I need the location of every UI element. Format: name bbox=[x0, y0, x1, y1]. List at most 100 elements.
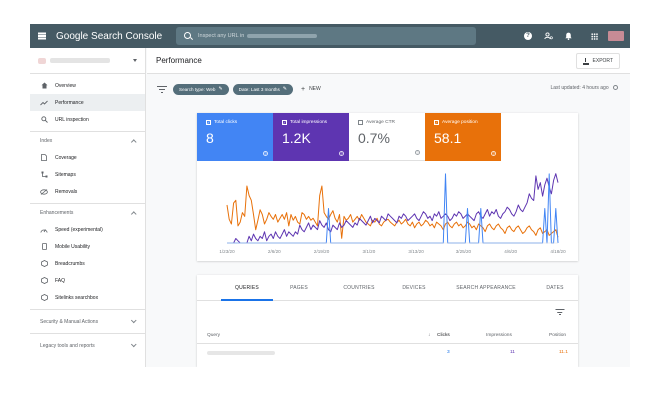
top-right-actions: ? bbox=[518, 24, 630, 48]
cell-position: 11.1 bbox=[559, 350, 568, 355]
app-title[interactable]: Google Search Console bbox=[56, 30, 163, 42]
dropdown-caret-icon bbox=[133, 59, 137, 62]
last-updated-label: Last updated: 4 hours ago bbox=[550, 85, 609, 91]
sidebar-item-sitelinks-searchbox[interactable]: Sitelinks searchbox bbox=[30, 289, 145, 306]
page-header: Performance EXPORT bbox=[147, 48, 630, 74]
section-header-enhancements[interactable]: Enhancements bbox=[30, 203, 145, 221]
tab-countries[interactable]: COUNTRIES bbox=[343, 284, 375, 291]
apps-grid-icon[interactable] bbox=[584, 24, 604, 48]
metric-average-ctr[interactable]: Average CTR 0.7% ? bbox=[349, 113, 425, 161]
column-header-impressions[interactable]: Impressions bbox=[486, 333, 512, 338]
help-icon[interactable]: ? bbox=[518, 24, 538, 48]
filter-bar: Search type: Web ✎ Date: Last 3 months ✎… bbox=[147, 75, 630, 103]
faq-icon bbox=[40, 277, 48, 285]
table-row[interactable]: 3 11 11.1 bbox=[197, 345, 578, 361]
metric-label: Total impressions bbox=[290, 120, 328, 125]
date-filter-chip[interactable]: Date: Last 3 months ✎ bbox=[232, 83, 293, 95]
last-updated-text: Last updated: 4 hours ago bbox=[550, 85, 618, 91]
x-tick-label: 4/6/20 bbox=[504, 249, 517, 254]
mobile-icon bbox=[40, 243, 48, 251]
speed-icon bbox=[40, 226, 48, 234]
redacted-property-name bbox=[50, 58, 110, 63]
sidebar-item-faq[interactable]: FAQ bbox=[30, 272, 145, 289]
export-button[interactable]: EXPORT bbox=[575, 53, 620, 69]
search-console-window: Google Search Console Inspect any URL in… bbox=[30, 24, 630, 367]
sidebar-item-overview[interactable]: Overview bbox=[30, 77, 145, 94]
chevron-up-icon bbox=[130, 139, 136, 145]
tab-devices[interactable]: DEVICES bbox=[402, 284, 426, 291]
edit-pencil-icon: ✎ bbox=[282, 86, 287, 92]
section-label: Security & Manual Actions bbox=[40, 318, 99, 325]
sidebar-item-label: Performance bbox=[55, 99, 84, 106]
tab-pages[interactable]: PAGES bbox=[290, 284, 308, 291]
account-avatar[interactable] bbox=[608, 31, 624, 41]
series-line-average-position bbox=[226, 185, 559, 239]
sort-arrow-down-icon[interactable]: ↓ bbox=[428, 333, 431, 338]
checkbox-unchecked-icon bbox=[358, 120, 363, 125]
tab-search-appearance[interactable]: SEARCH APPEARANCE bbox=[456, 284, 516, 291]
metric-total-clicks[interactable]: ✓ Total clicks 8 ? bbox=[197, 113, 273, 161]
sidebar-item-label: Breadcrumbs bbox=[55, 260, 85, 267]
sidebar-item-url-inspection[interactable]: URL inspection bbox=[30, 111, 145, 128]
tab-queries[interactable]: QUERIES bbox=[221, 275, 273, 301]
cell-impressions: 11 bbox=[510, 350, 515, 355]
x-tick-label: 3/13/20 bbox=[408, 249, 424, 254]
filter-icon[interactable] bbox=[157, 85, 167, 93]
sitemap-icon bbox=[40, 171, 48, 179]
series-line-total-impressions bbox=[227, 173, 559, 244]
table-filter-icon[interactable] bbox=[555, 309, 564, 315]
tab-dates[interactable]: DATES bbox=[546, 284, 564, 291]
metric-value: 0.7% bbox=[358, 130, 390, 146]
metric-value: 1.2K bbox=[282, 130, 311, 146]
help-icon: ? bbox=[491, 151, 496, 156]
column-header-clicks[interactable]: Clicks bbox=[437, 333, 450, 338]
section-header-security[interactable]: Security & Manual Actions bbox=[30, 309, 145, 333]
info-icon bbox=[613, 85, 618, 91]
sidebar-item-coverage[interactable]: Coverage bbox=[30, 149, 145, 166]
help-icon: ? bbox=[415, 150, 420, 155]
metric-total-impressions[interactable]: ✓ Total impressions 1.2K ? bbox=[273, 113, 349, 161]
sidebar-item-label: Mobile Usability bbox=[55, 243, 91, 250]
sidebar-item-breadcrumbs[interactable]: Breadcrumbs bbox=[30, 255, 145, 272]
checkbox-checked-icon: ✓ bbox=[434, 119, 439, 125]
sitelinks-icon bbox=[40, 294, 48, 302]
top-app-bar: Google Search Console Inspect any URL in… bbox=[30, 24, 630, 48]
sidebar-item-performance[interactable]: Performance bbox=[30, 94, 145, 111]
column-header-position[interactable]: Position bbox=[549, 333, 567, 338]
section-header-legacy[interactable]: Legacy tools and reports bbox=[30, 333, 145, 357]
search-placeholder: Inspect any URL in bbox=[198, 33, 245, 39]
sidebar-item-sitemaps[interactable]: Sitemaps bbox=[30, 166, 145, 183]
notifications-bell-icon[interactable] bbox=[558, 24, 578, 48]
x-tick-label: 2/19/20 bbox=[314, 249, 330, 254]
x-tick-label: 1/23/20 bbox=[219, 249, 235, 254]
user-settings-icon[interactable] bbox=[538, 24, 558, 48]
cell-clicks: 3 bbox=[447, 350, 450, 355]
redacted-property-url bbox=[247, 34, 318, 38]
search-type-filter-chip[interactable]: Search type: Web ✎ bbox=[173, 83, 229, 95]
export-label: EXPORT bbox=[592, 58, 613, 64]
new-label: NEW bbox=[309, 86, 321, 92]
sidebar-item-label: Coverage bbox=[55, 154, 77, 161]
trending-icon bbox=[40, 99, 48, 107]
property-favicon bbox=[38, 57, 46, 64]
chevron-down-icon bbox=[130, 342, 136, 348]
sidebar-item-label: Sitelinks searchbox bbox=[55, 294, 99, 301]
section-label: Index bbox=[40, 137, 53, 144]
search-icon bbox=[40, 116, 48, 124]
section-header-index[interactable]: Index bbox=[30, 131, 145, 149]
url-inspect-search-bar[interactable]: Inspect any URL in bbox=[176, 27, 476, 45]
hamburger-menu-icon[interactable] bbox=[30, 24, 54, 48]
redacted-query-text bbox=[207, 351, 275, 355]
metric-average-position[interactable]: ✓ Average position 58.1 ? bbox=[425, 113, 501, 161]
sidebar-item-label: URL inspection bbox=[55, 116, 89, 123]
sidebar-item-label: Overview bbox=[55, 82, 76, 89]
property-selector[interactable] bbox=[30, 48, 145, 74]
new-filter-button[interactable]: + NEW bbox=[301, 86, 321, 93]
performance-line-chart[interactable]: 1/23/20 2/6/20 2/19/20 3/1/20 3/13/20 3/25/20… bbox=[197, 161, 578, 261]
chevron-up-icon bbox=[130, 211, 136, 217]
chevron-down-icon bbox=[130, 318, 136, 324]
section-label: Enhancements bbox=[40, 209, 74, 216]
sidebar-item-speed[interactable]: Speed (experimental) bbox=[30, 221, 145, 238]
sidebar-item-removals[interactable]: Removals bbox=[30, 183, 145, 200]
sidebar-item-mobile-usability[interactable]: Mobile Usability bbox=[30, 238, 145, 255]
